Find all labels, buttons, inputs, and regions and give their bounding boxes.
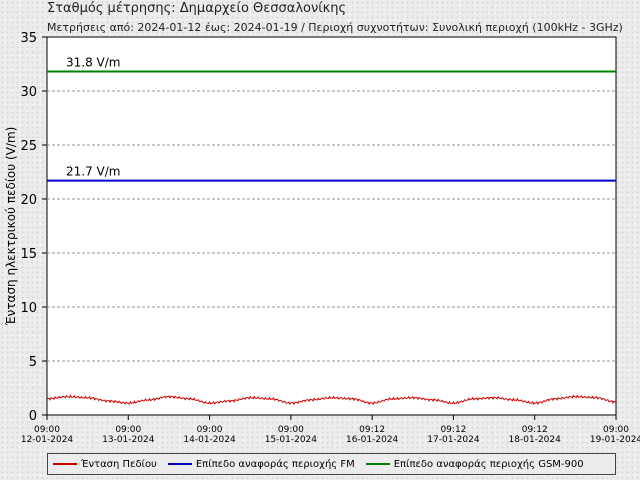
reference-value-label: 21.7 V/m xyxy=(66,165,120,179)
y-tick-label: 35 xyxy=(20,31,37,46)
x-tick-date: 17-01-2024 xyxy=(427,435,480,445)
x-tick-date: 12-01-2024 xyxy=(21,435,74,445)
annotations: 31.8 V/m 21.7 V/m xyxy=(66,56,120,179)
x-tick-time: 09:00 xyxy=(603,425,629,435)
x-tick-time: 09:12 xyxy=(522,425,548,435)
x-tick-time: 09:12 xyxy=(359,425,385,435)
x-tick-date: 14-01-2024 xyxy=(183,435,236,445)
y-tick-label: 10 xyxy=(20,301,37,316)
x-axis: 09:0012-01-202409:0013-01-202409:0014-01… xyxy=(21,415,640,445)
y-axis-label: Ένταση ηλεκτρικού πεδίου (V/m) xyxy=(4,127,18,327)
x-tick-time: 09:12 xyxy=(440,425,466,435)
legend-item-fm: Επίπεδο αναφοράς περιοχής FM xyxy=(167,458,355,470)
y-axis: 0 5 10 15 20 25 30 35 xyxy=(20,31,47,424)
y-tick-label: 15 xyxy=(20,247,37,262)
legend-swatch-field xyxy=(53,463,77,465)
x-tick-date: 19-01-2024 xyxy=(590,435,640,445)
reference-value-label: 31.8 V/m xyxy=(66,56,120,70)
y-tick-label: 5 xyxy=(29,355,37,370)
chart-title: Σταθμός μέτρησης: Δημαρχείο Θεσσαλονίκης xyxy=(47,1,347,16)
y-tick-label: 20 xyxy=(20,193,37,208)
legend-label-gsm: Επίπεδο αναφοράς περιοχής GSM-900 xyxy=(393,458,584,470)
x-tick-time: 09:00 xyxy=(115,425,141,435)
legend-swatch-gsm xyxy=(365,463,390,465)
x-tick-time: 09:00 xyxy=(278,425,304,435)
x-tick-date: 15-01-2024 xyxy=(265,435,318,445)
plot-area xyxy=(46,36,617,416)
x-tick-date: 16-01-2024 xyxy=(346,435,399,445)
legend: Ένταση Πεδίου Επίπεδο αναφοράς περιοχής … xyxy=(47,453,616,475)
x-tick-time: 09:00 xyxy=(197,425,223,435)
legend-label-fm: Επίπεδο αναφοράς περιοχής FM xyxy=(195,458,355,470)
y-tick-label: 0 xyxy=(29,409,37,424)
series-field-strength-line xyxy=(46,394,617,406)
legend-swatch-fm xyxy=(167,463,192,465)
x-tick-date: 18-01-2024 xyxy=(509,435,562,445)
y-tick-label: 30 xyxy=(20,85,37,100)
legend-item-field: Ένταση Πεδίου xyxy=(53,459,157,470)
series-layer xyxy=(46,70,617,406)
x-tick-time: 09:00 xyxy=(34,425,60,435)
y-tick-label: 25 xyxy=(20,139,37,154)
legend-label-field: Ένταση Πεδίου xyxy=(81,458,157,470)
chart-subtitle: Μετρήσεις από: 2024-01-12 έως: 2024-01-1… xyxy=(47,21,623,34)
x-tick-date: 13-01-2024 xyxy=(102,435,155,445)
legend-item-gsm: Επίπεδο αναφοράς περιοχής GSM-900 xyxy=(365,458,584,470)
